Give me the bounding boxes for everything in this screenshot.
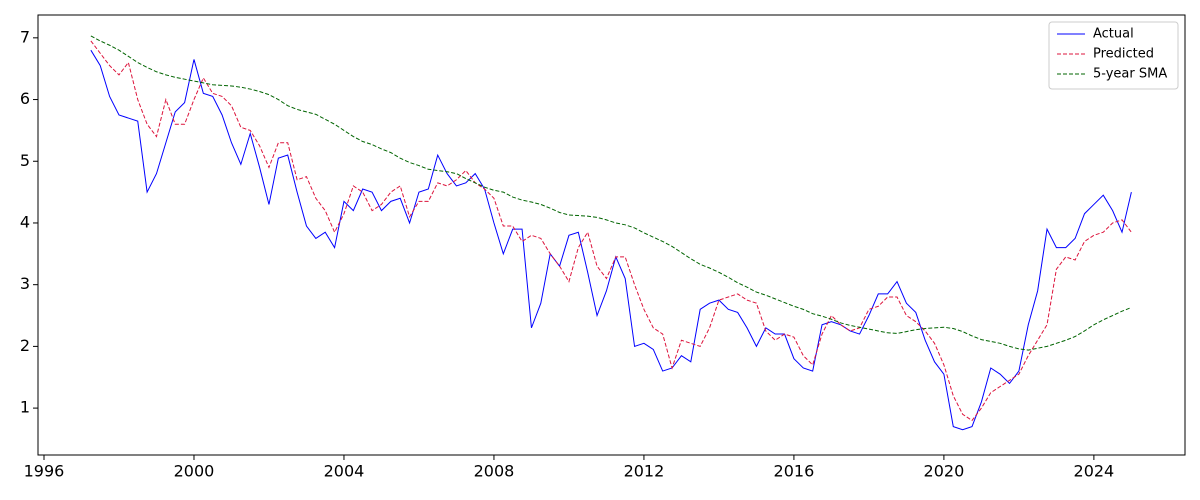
y-tick-label: 7 bbox=[20, 27, 30, 46]
y-tick-label: 3 bbox=[20, 274, 30, 293]
y-tick-label: 4 bbox=[20, 212, 30, 231]
y-tick-label: 5 bbox=[20, 151, 30, 170]
legend-label: Actual bbox=[1093, 27, 1134, 42]
plot-frame bbox=[37, 14, 1186, 456]
data-line bbox=[90, 35, 1132, 351]
y-tick-label: 2 bbox=[20, 336, 30, 355]
x-tick-label: 2020 bbox=[924, 462, 965, 481]
legend-box bbox=[1048, 21, 1179, 90]
x-tick-label: 2004 bbox=[324, 462, 365, 481]
data-line bbox=[90, 40, 1132, 422]
y-tick-label: 1 bbox=[20, 398, 30, 417]
x-tick-label: 1996 bbox=[24, 462, 65, 481]
x-tick-label: 2008 bbox=[474, 462, 515, 481]
x-tick-label: 2024 bbox=[1074, 462, 1115, 481]
legend-label: 5-year SMA bbox=[1093, 67, 1167, 82]
x-tick-label: 2000 bbox=[174, 462, 215, 481]
data-line bbox=[90, 49, 1132, 431]
y-tick-label: 6 bbox=[20, 89, 30, 108]
x-tick-label: 2016 bbox=[774, 462, 815, 481]
x-tick-label: 2012 bbox=[624, 462, 665, 481]
legend-label: Predicted bbox=[1093, 47, 1154, 62]
